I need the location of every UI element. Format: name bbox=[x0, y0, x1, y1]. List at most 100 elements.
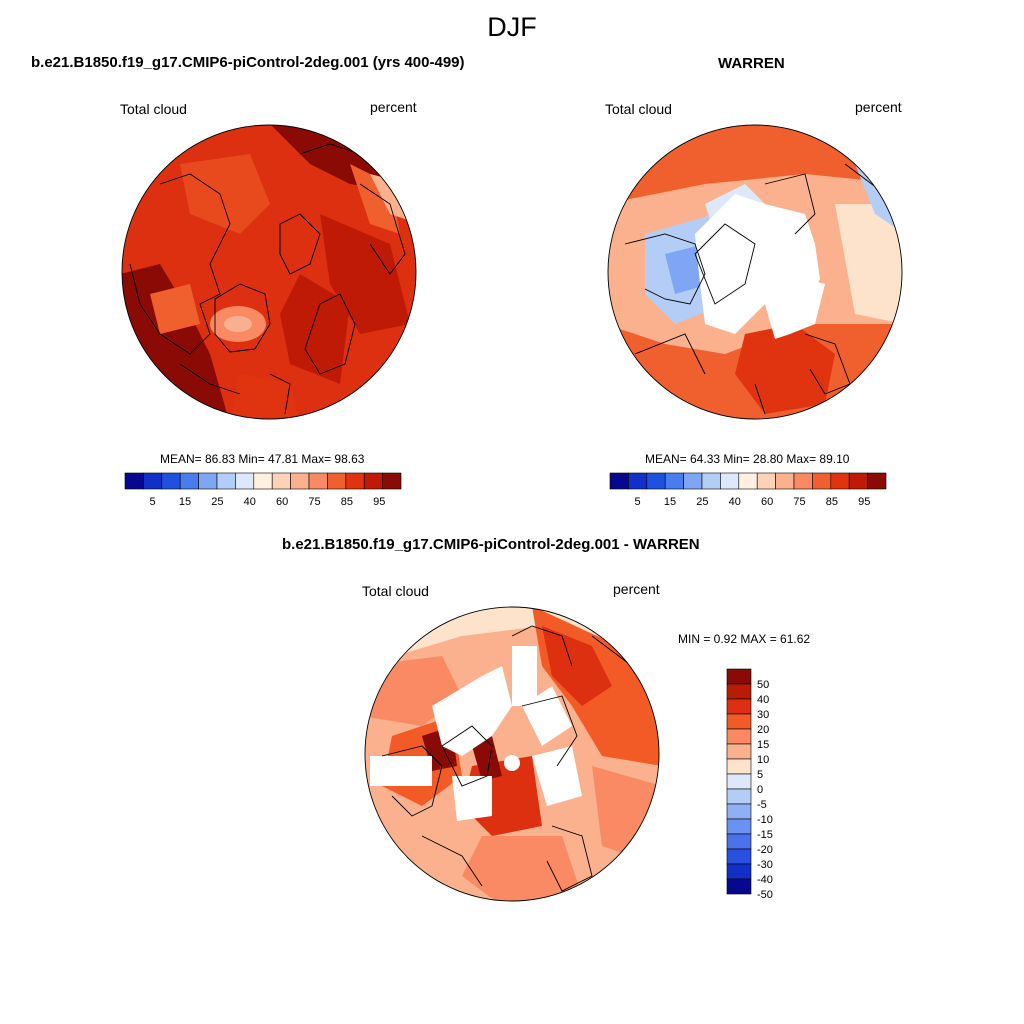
panel2-colorbar: 5 15 25 40 60 75 85 95 bbox=[609, 472, 887, 508]
colorbar-box bbox=[143, 472, 163, 490]
colorbar-box bbox=[345, 472, 365, 490]
panel3-title: b.e21.B1850.f19_g17.CMIP6-piControl-2deg… bbox=[282, 536, 700, 553]
colorbar-box bbox=[726, 803, 752, 820]
panel1-stats: MEAN= 86.83 Min= 47.81 Max= 98.63 bbox=[160, 452, 365, 466]
panel2-title: WARREN bbox=[718, 55, 785, 72]
colorbar-box bbox=[848, 472, 868, 490]
panel1-title: b.e21.B1850.f19_g17.CMIP6-piControl-2deg… bbox=[31, 54, 465, 71]
colorbar-tick-label: -50 bbox=[757, 889, 773, 901]
colorbar-tick-label: 50 bbox=[757, 679, 769, 691]
colorbar-boxes bbox=[609, 472, 887, 490]
colorbar-tick-label: -10 bbox=[757, 814, 773, 826]
colorbar-tick-label: -15 bbox=[757, 829, 773, 841]
panel1-colorbar: 5 15 25 40 60 75 85 95 bbox=[124, 472, 402, 508]
colorbar-box bbox=[179, 472, 199, 490]
colorbar-tick-label: 60 bbox=[761, 496, 773, 508]
colorbar-box bbox=[726, 668, 752, 685]
colorbar-box bbox=[609, 472, 629, 490]
colorbar-box bbox=[701, 472, 721, 490]
colorbar-tick-label: 40 bbox=[244, 496, 256, 508]
colorbar-box bbox=[726, 863, 752, 880]
colorbar-box bbox=[216, 472, 236, 490]
colorbar-tick-label: 5 bbox=[150, 496, 156, 508]
colorbar-box bbox=[726, 773, 752, 790]
panel2-variable-label: Total cloud bbox=[605, 101, 672, 117]
colorbar-box bbox=[290, 472, 310, 490]
colorbar-tick-label: 25 bbox=[696, 496, 708, 508]
panel1-map bbox=[121, 124, 417, 420]
colorbar-tick-label: -40 bbox=[757, 874, 773, 886]
colorbar-box bbox=[628, 472, 648, 490]
panel3-variable-label: Total cloud bbox=[362, 583, 429, 599]
colorbar-box bbox=[726, 728, 752, 745]
colorbar-box bbox=[235, 472, 255, 490]
panel2-map bbox=[607, 124, 903, 420]
panel2-units-label: percent bbox=[855, 99, 902, 115]
colorbar-box bbox=[830, 472, 850, 490]
panel2-stats: MEAN= 64.33 Min= 28.80 Max= 89.10 bbox=[645, 452, 850, 466]
colorbar-box bbox=[664, 472, 684, 490]
colorbar-tick-label: 0 bbox=[757, 784, 763, 796]
colorbar-boxes bbox=[124, 472, 402, 490]
colorbar-tick-label: -20 bbox=[757, 844, 773, 856]
colorbar-tick-label: 25 bbox=[211, 496, 223, 508]
colorbar-tick-label: 75 bbox=[308, 496, 320, 508]
colorbar-tick-label: 5 bbox=[757, 769, 763, 781]
colorbar-box bbox=[812, 472, 832, 490]
colorbar-box bbox=[726, 788, 752, 805]
colorbar-box bbox=[726, 818, 752, 835]
colorbar-tick-label: -30 bbox=[757, 859, 773, 871]
colorbar-boxes bbox=[726, 668, 752, 895]
panel1-variable-label: Total cloud bbox=[120, 101, 187, 117]
colorbar-tick-label: 95 bbox=[858, 496, 870, 508]
colorbar-box bbox=[793, 472, 813, 490]
colorbar-box bbox=[382, 472, 402, 490]
colorbar-box bbox=[198, 472, 218, 490]
colorbar-tick-label: 30 bbox=[757, 709, 769, 721]
colorbar-tick-label: 60 bbox=[276, 496, 288, 508]
colorbar-box bbox=[726, 683, 752, 700]
colorbar-box bbox=[726, 743, 752, 760]
colorbar-labels: 5 15 25 40 60 75 85 95 bbox=[150, 496, 386, 508]
colorbar-box bbox=[161, 472, 181, 490]
colorbar-box bbox=[775, 472, 795, 490]
colorbar-box bbox=[363, 472, 383, 490]
colorbar-tick-label: 75 bbox=[793, 496, 805, 508]
colorbar-labels: 5 15 25 40 60 75 85 95 bbox=[635, 496, 871, 508]
colorbar-box bbox=[726, 833, 752, 850]
colorbar-tick-label: 15 bbox=[179, 496, 191, 508]
colorbar-box bbox=[726, 713, 752, 730]
colorbar-tick-label: 40 bbox=[757, 694, 769, 706]
colorbar-box bbox=[738, 472, 758, 490]
colorbar-tick-label: 15 bbox=[757, 739, 769, 751]
colorbar-box bbox=[726, 758, 752, 775]
panel3-units-label: percent bbox=[613, 581, 660, 597]
colorbar-tick-label: 40 bbox=[729, 496, 741, 508]
colorbar-tick-label: -5 bbox=[757, 799, 767, 811]
colorbar-box bbox=[867, 472, 887, 490]
colorbar-box bbox=[271, 472, 291, 490]
colorbar-tick-label: 20 bbox=[757, 724, 769, 736]
colorbar-tick-label: 95 bbox=[373, 496, 385, 508]
colorbar-tick-label: 15 bbox=[664, 496, 676, 508]
colorbar-box bbox=[327, 472, 347, 490]
page-title: DJF bbox=[487, 12, 537, 42]
colorbar-box bbox=[308, 472, 328, 490]
colorbar-box bbox=[726, 878, 752, 895]
colorbar-box bbox=[124, 472, 144, 490]
colorbar-tick-label: 85 bbox=[341, 496, 353, 508]
colorbar-box bbox=[253, 472, 273, 490]
colorbar-tick-label: 10 bbox=[757, 754, 769, 766]
colorbar-box bbox=[683, 472, 703, 490]
panel3-map bbox=[364, 606, 660, 902]
colorbar-box bbox=[726, 848, 752, 865]
colorbar-box bbox=[726, 698, 752, 715]
panel3-stats: MIN = 0.92 MAX = 61.62 bbox=[678, 632, 811, 646]
colorbar-tick-label: 5 bbox=[635, 496, 641, 508]
colorbar-tick-label: 85 bbox=[826, 496, 838, 508]
panel1-units-label: percent bbox=[370, 99, 417, 115]
colorbar-box bbox=[646, 472, 666, 490]
colorbar-box bbox=[756, 472, 776, 490]
